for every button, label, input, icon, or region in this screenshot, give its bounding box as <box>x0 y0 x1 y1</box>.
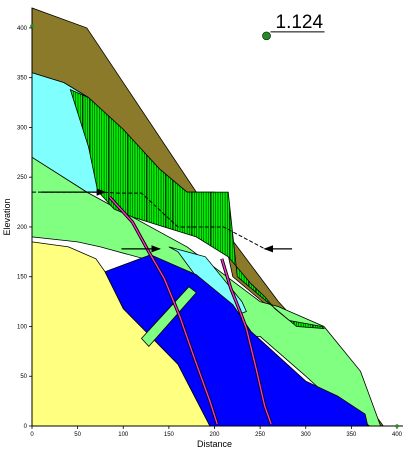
x-tick-label: 200 <box>209 432 220 438</box>
water-table <box>32 191 272 250</box>
load-arrows <box>41 188 293 253</box>
tick-labels: 0 50 100 150 200 250 300 350 400 0 50 100 150 200 250 3… <box>17 26 403 438</box>
x-tick-label: 0 <box>30 432 34 438</box>
x-tick-label: 400 <box>392 432 403 438</box>
soil-layers <box>31 7 385 427</box>
axis-end-marker-y <box>30 24 34 28</box>
slip-surfaces <box>108 196 273 425</box>
y-tick-label: 200 <box>17 225 28 231</box>
y-tick-label: 250 <box>17 175 28 181</box>
factor-of-safety-label: 1.124 <box>276 12 324 33</box>
y-tick-label: 150 <box>17 275 28 281</box>
x-axis-label: Distance <box>197 439 232 449</box>
water-table-line <box>32 191 272 250</box>
x-tick-label: 150 <box>164 432 175 438</box>
y-tick-label: 50 <box>20 374 27 380</box>
axis-end-marker-x <box>395 424 399 428</box>
slip-surface-0 <box>109 196 218 425</box>
x-tick-label: 350 <box>346 432 357 438</box>
x-tick-label: 250 <box>255 432 266 438</box>
y-tick-label: 0 <box>24 424 28 430</box>
y-axis-label: Elevation <box>2 198 12 235</box>
x-tick-label: 300 <box>301 432 312 438</box>
slip-surface-1 <box>221 258 272 425</box>
y-tick-label: 300 <box>17 125 28 131</box>
y-tick-label: 350 <box>17 76 28 82</box>
x-tick-label: 100 <box>118 432 129 438</box>
slip-center <box>30 24 399 428</box>
slip-center-marker <box>262 31 271 41</box>
y-tick-label: 400 <box>17 26 28 32</box>
y-tick-label: 100 <box>17 324 28 330</box>
x-tick-label: 50 <box>74 432 81 438</box>
